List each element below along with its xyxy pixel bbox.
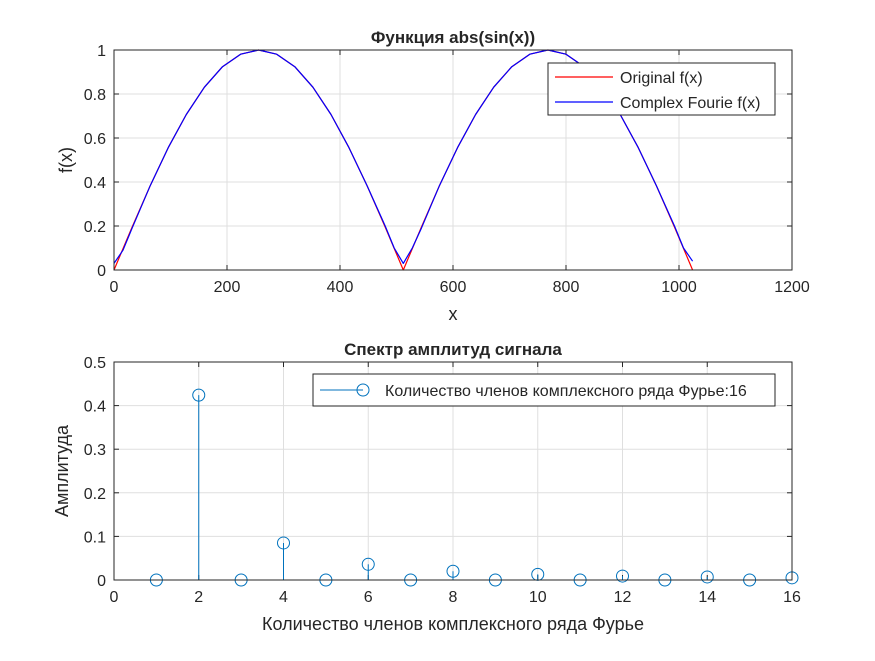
x-tick-label: 0: [110, 279, 119, 296]
chart-title: Спектр амплитуд сигнала: [344, 340, 562, 359]
legend-marker-0: [356, 383, 370, 397]
stem-marker: [700, 570, 714, 584]
x-tick-label: 12: [614, 589, 632, 606]
y-tick-label: 0.1: [84, 529, 106, 546]
stem-marker: [361, 557, 375, 571]
y-tick-label: 0.4: [84, 399, 106, 416]
legend-label-0: Количество членов комплексного ряда Фурь…: [385, 383, 747, 400]
x-tick-label: 14: [698, 589, 716, 606]
spectrum-plot: 0 2 4 6 8 10 12 14 16 0 0.1 0.2 0.3 0.4 0.5 Спектр ампл…: [52, 340, 801, 634]
x-tick-label: 10: [529, 589, 547, 606]
y-axis-label: f(x): [56, 147, 76, 173]
legend-label-1: Complex Fourie f(x): [620, 95, 760, 112]
y-tick-label: 0.3: [84, 442, 106, 459]
legend-box: [547, 62, 776, 116]
y-tick-label: 0.5: [84, 355, 106, 372]
x-axis-label: Количество членов комплексного ряда Фурь…: [262, 614, 644, 634]
y-tick-label: 0: [97, 263, 106, 280]
stem-marker: [616, 569, 629, 583]
function-plot: 0 200 400 600 800 1000 1200 0 0.2 0.4 0.6 0.8 1 Функц…: [56, 28, 810, 324]
stem-marker: [277, 536, 290, 550]
legend-box: [312, 373, 776, 407]
axes-frame: [113, 361, 793, 581]
x-tick-label: 200: [214, 279, 241, 296]
x-tick-label: 2: [194, 589, 203, 606]
x-tick-label: 1000: [661, 279, 697, 296]
legend-label-0: Original f(x): [620, 70, 703, 87]
y-tick-label: 1: [97, 43, 106, 60]
stem-marker: [192, 388, 206, 402]
x-tick-label: 600: [440, 279, 467, 296]
x-axis-label: x: [449, 304, 458, 324]
x-tick-label: 4: [279, 589, 288, 606]
x-tick-label: 16: [783, 589, 801, 606]
y-tick-label: 0.8: [84, 87, 106, 104]
x-tick-label: 1200: [774, 279, 810, 296]
y-tick-label: 0.2: [84, 219, 106, 236]
axes-frame: [113, 49, 793, 271]
chart-title: Функция abs(sin(x)): [371, 28, 535, 47]
x-tick-label: 6: [364, 589, 373, 606]
y-tick-label: 0.6: [84, 131, 106, 148]
y-tick-label: 0.4: [84, 175, 106, 192]
stem-marker: [446, 564, 460, 578]
x-tick-label: 400: [327, 279, 354, 296]
x-tick-label: 800: [553, 279, 580, 296]
y-tick-label: 0: [97, 573, 106, 590]
y-axis-label: Амплитуда: [52, 424, 72, 517]
x-tick-label: 8: [449, 589, 458, 606]
x-tick-label: 0: [110, 589, 119, 606]
y-tick-label: 0.2: [84, 486, 106, 503]
